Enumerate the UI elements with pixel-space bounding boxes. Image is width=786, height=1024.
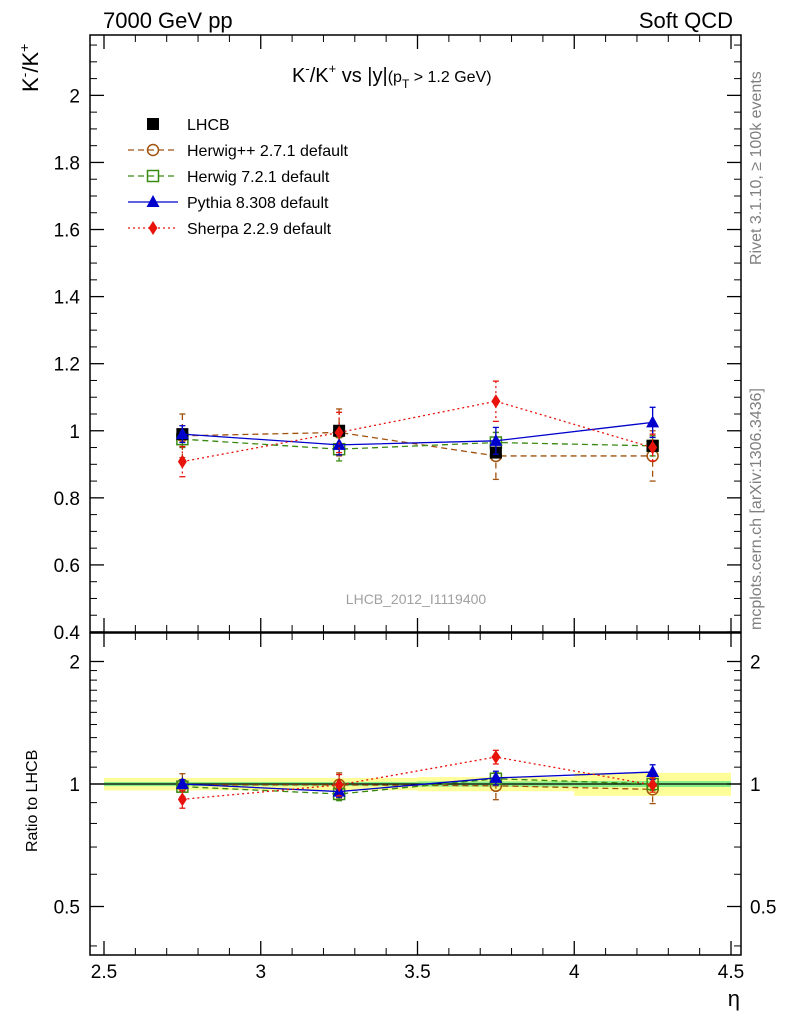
- ratio-y-tick-label: 2: [69, 653, 80, 674]
- y-tick-label: 0.4: [54, 623, 81, 644]
- axes-ticks: 0.4 0.6 0.8 1 1.2 1.4 1.6 1.8 2 2.5 3 3.5 4 4.5 0.5 0.5…: [54, 35, 776, 983]
- main-series-2-line: [182, 438, 653, 450]
- main-series-4-point: [648, 440, 658, 455]
- ratio-y-tick-label: 1: [69, 775, 80, 796]
- main-series-1-line: [182, 431, 653, 457]
- legend-marker-1: [146, 143, 160, 157]
- legend-label-1: Herwig++ 2.7.1 default: [187, 143, 349, 160]
- ratio-series-2-point: [175, 776, 189, 789]
- y-tick-label: 1: [69, 422, 80, 443]
- legend-marker-2: [146, 169, 160, 183]
- ratio-series-2-point: [489, 770, 503, 783]
- rivet-label: Rivet 3.1.10, ≥ 100k events: [748, 71, 765, 265]
- x-tick-label: 3: [255, 962, 266, 983]
- ratio-series-3-point: [648, 777, 658, 792]
- y-tick-label: 0.8: [54, 489, 80, 510]
- ratio-series-2-line: [182, 771, 653, 793]
- main-series-3-point: [175, 427, 189, 440]
- ratio-y-tick-label-right: 1: [750, 775, 761, 796]
- legend-label-3: Pythia 8.308 default: [187, 195, 329, 212]
- legend-label-4: Sherpa 2.2.9 default: [187, 221, 332, 238]
- ratio-y-tick-label: 0.5: [54, 897, 80, 918]
- header-right: Soft QCD: [639, 8, 733, 33]
- ratio-plot-frame: [89, 632, 742, 956]
- mcplots-label: mcplots.cern.ch [arXiv:1306.3436]: [748, 388, 765, 630]
- y-tick-label: 1.4: [54, 288, 81, 309]
- y-tick-label: 0.6: [54, 556, 80, 577]
- main-series-4-point: [491, 394, 501, 409]
- ratio-series-2-point: [646, 765, 660, 778]
- main-plot-frame: [89, 34, 742, 633]
- main-series-3-line: [182, 421, 653, 446]
- ratio-y-tick-label-right: 2: [750, 653, 761, 674]
- ratio-plot-marks: [175, 749, 660, 809]
- ratio-series-3-point: [177, 792, 187, 807]
- main-series-3-point: [489, 433, 503, 446]
- x-tick-label: 4.5: [718, 962, 744, 983]
- x-axis-label: η: [728, 986, 740, 1011]
- ratio-y-tick-label-right: 0.5: [750, 897, 776, 918]
- legend-marker-0: [147, 118, 159, 130]
- legend-label-0: LHCB: [187, 117, 230, 134]
- x-tick-label: 4: [569, 962, 580, 983]
- legend: LHCB Herwig++ 2.7.1 default Herwig 7.2.1 d…: [128, 117, 349, 238]
- ratio-y-axis-label: Ratio to LHCB: [24, 750, 41, 852]
- y-tick-label: 1.8: [54, 153, 80, 174]
- y-tick-label: 2: [69, 86, 80, 107]
- ratio-series-1-line: [182, 778, 653, 795]
- main-series-4-line: [182, 400, 653, 463]
- main-series-3-point: [646, 415, 660, 428]
- chart-title: K-/K+ vs |y|(pT > 1.2 GeV): [292, 61, 492, 91]
- legend-marker-3: [146, 195, 160, 207]
- y-axis-label: K-/K+: [16, 44, 43, 92]
- legend-marker-4: [148, 221, 158, 235]
- main-plot-marks: [175, 380, 660, 482]
- x-tick-label: 3.5: [404, 962, 430, 983]
- main-series-4-point: [177, 454, 187, 469]
- ratio-series-3-line: [182, 756, 653, 800]
- y-tick-label: 1.2: [54, 355, 80, 376]
- main-series-4-point: [334, 425, 344, 440]
- header-left: 7000 GeV pp: [103, 8, 233, 33]
- ratio-series-3-point: [491, 750, 501, 765]
- legend-label-2: Herwig 7.2.1 default: [187, 169, 330, 186]
- ratio-series-3-point: [334, 777, 344, 792]
- y-tick-label: 1.6: [54, 221, 80, 242]
- x-tick-label: 2.5: [91, 962, 117, 983]
- analysis-watermark: LHCB_2012_I1119400: [346, 591, 487, 607]
